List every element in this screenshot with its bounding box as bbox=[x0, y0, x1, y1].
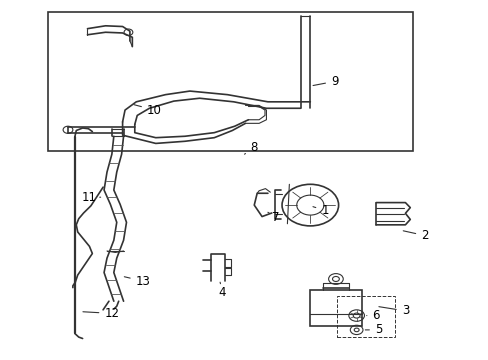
Bar bbox=[310, 290, 361, 326]
Text: 12: 12 bbox=[83, 307, 119, 320]
Text: 5: 5 bbox=[365, 323, 382, 336]
Text: 11: 11 bbox=[82, 191, 101, 204]
Text: 13: 13 bbox=[124, 275, 150, 288]
Bar bbox=[336, 296, 394, 337]
Text: 2: 2 bbox=[403, 229, 428, 242]
Text: 7: 7 bbox=[267, 211, 279, 224]
Text: 9: 9 bbox=[312, 75, 338, 88]
Text: 1: 1 bbox=[312, 204, 328, 217]
Bar bbox=[48, 12, 412, 151]
Text: 10: 10 bbox=[134, 104, 162, 117]
Text: 3: 3 bbox=[378, 305, 408, 318]
Text: 4: 4 bbox=[218, 282, 226, 300]
Text: 6: 6 bbox=[366, 309, 379, 322]
Text: 8: 8 bbox=[244, 141, 257, 154]
